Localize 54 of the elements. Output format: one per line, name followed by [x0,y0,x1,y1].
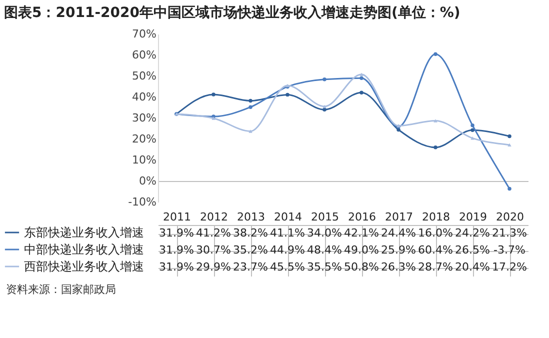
data-label: 31.9% [159,244,194,256]
y-tick-label: 30% [132,112,156,124]
y-tick-label: 0% [139,174,156,188]
x-tick-label: 2015 [311,210,339,224]
y-tick-label: 20% [132,132,156,146]
y-tick-label: 50% [132,70,156,82]
text: 资料来源：国家邮政局 [6,283,116,296]
data-label: 35.5% [307,260,342,274]
x-tick-label: 2020 [496,210,524,224]
y-tick-label: -10% [128,196,156,208]
y-tick-label: 40% [132,90,156,104]
data-label: 49.0% [344,244,379,256]
data-label: -3.7% [494,244,526,256]
data-label: 20.4% [455,260,490,274]
x-tick-label: 2019 [459,210,487,224]
data-label: 29.9% [196,260,231,274]
data-label: 26.3% [381,260,416,274]
data-label: 34.0% [307,226,342,240]
data-label: 24.4% [381,226,416,240]
data-label: 44.9% [270,244,305,256]
data-label: 24.2% [455,226,490,240]
legend-label: 西部快递业务收入增速 [24,260,144,274]
data-label: 41.1% [270,226,305,240]
x-tick-label: 2016 [348,210,376,224]
x-tick-label: 2013 [237,210,265,224]
x-tick-label: 2018 [422,210,450,224]
data-label: 23.7% [233,260,268,274]
data-label: 17.2% [492,260,527,274]
data-label: 60.4% [418,244,453,256]
data-label: 50.8% [344,260,379,274]
y-tick-label: 60% [132,48,156,62]
data-label: 31.9% [159,226,194,240]
x-tick-label: 2012 [200,210,228,224]
legend-label: 中部快递业务收入增速 [24,242,144,256]
y-tick-label: 70% [132,28,156,40]
x-tick-label: 2011 [163,210,191,224]
legend-label: 东部快递业务收入增速 [24,226,144,240]
data-label: 30.7% [196,244,231,256]
chart-title: 图表5：2011-2020年中国区域市场快递业务收入增速走势图(单位：%) [4,4,460,21]
data-label: 16.0% [418,226,453,240]
data-label: 35.2% [233,244,268,256]
data-label: 26.5% [455,244,490,256]
data-label: 38.2% [233,226,268,240]
data-label: 48.4% [307,244,342,256]
data-label: 31.9% [159,260,194,274]
data-label: 21.3% [492,226,527,240]
y-tick-label: 10% [132,154,156,166]
data-label: 25.9% [381,244,416,256]
x-tick-label: 2017 [385,210,413,224]
data-label: 42.1% [344,226,379,240]
data-label: 41.2% [196,226,231,240]
data-label: 45.5% [270,260,305,274]
data-label: 28.7% [418,260,453,274]
x-tick-label: 2014 [274,210,302,224]
